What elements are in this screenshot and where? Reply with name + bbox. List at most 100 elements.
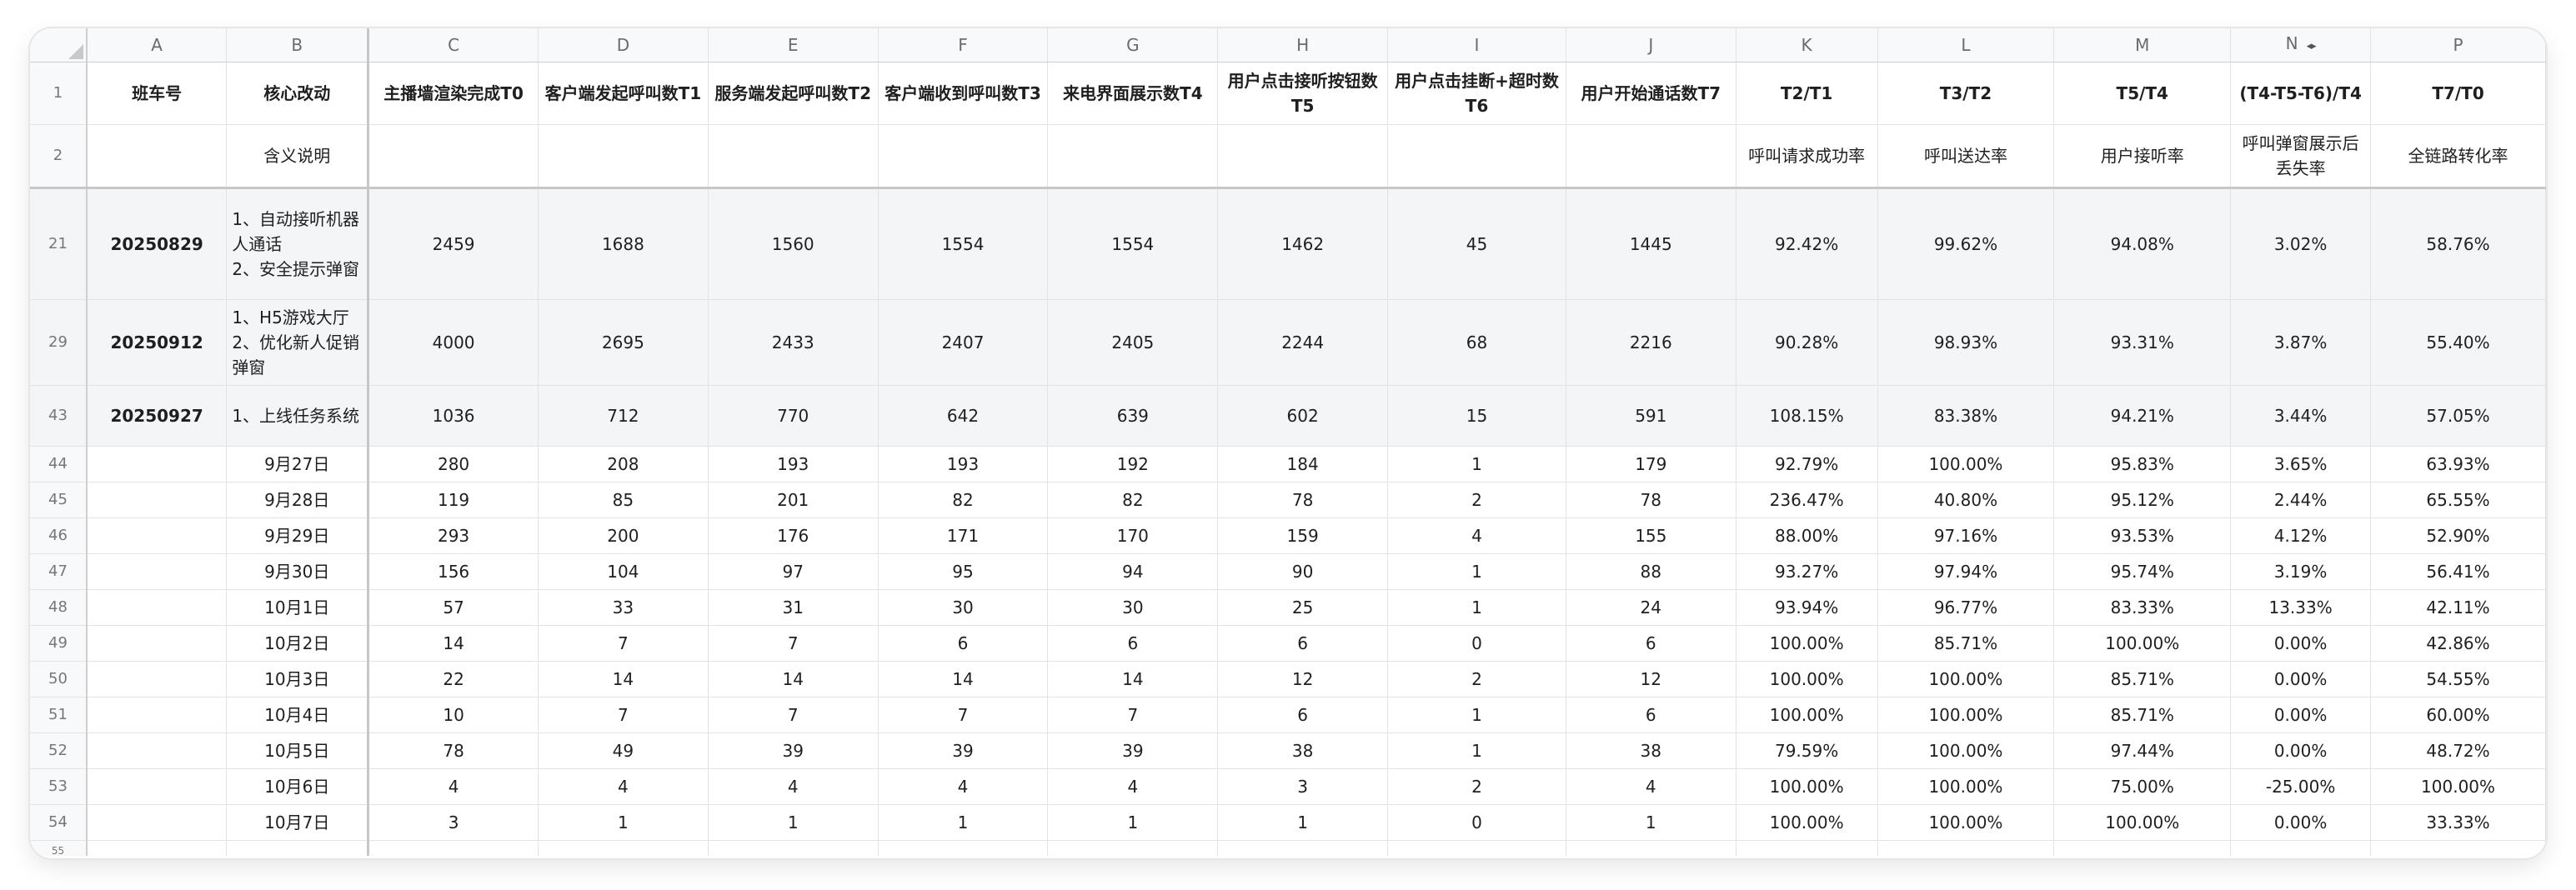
row-cell-p[interactable]: 42.86% bbox=[2370, 625, 2546, 662]
row-cell-p[interactable]: 54.55% bbox=[2370, 661, 2546, 698]
row-cell-p[interactable]: 52.90% bbox=[2370, 518, 2546, 554]
row-cell-f[interactable]: 7 bbox=[878, 697, 1049, 733]
row-cell-f[interactable]: 30 bbox=[878, 589, 1049, 626]
row-cell-l[interactable]: 100.00% bbox=[1877, 661, 2055, 698]
row-cell-a[interactable] bbox=[86, 768, 228, 805]
row-number[interactable]: 51 bbox=[30, 697, 88, 733]
row-cell-c[interactable]: 78 bbox=[368, 732, 539, 769]
row-cell-g[interactable]: 39 bbox=[1047, 732, 1219, 769]
description-cell-g[interactable] bbox=[1047, 124, 1219, 189]
row-cell-p[interactable]: 63.93% bbox=[2370, 446, 2546, 482]
row-cell-g[interactable]: 94 bbox=[1047, 553, 1219, 590]
row-cell-n[interactable]: 3.02% bbox=[2230, 188, 2372, 300]
row-cell-i[interactable]: 1 bbox=[1387, 732, 1566, 769]
row-cell-f[interactable]: 82 bbox=[878, 482, 1049, 518]
header-cell-c[interactable]: 主播墙渲染完成T0 bbox=[368, 62, 539, 125]
empty-cell[interactable] bbox=[1736, 840, 1878, 856]
row-cell-d[interactable]: 7 bbox=[538, 625, 709, 662]
row-cell-d[interactable]: 712 bbox=[538, 385, 709, 447]
row-cell-b[interactable]: 1、上线任务系统 bbox=[226, 385, 370, 447]
row-cell-i[interactable]: 0 bbox=[1387, 804, 1566, 841]
row-cell-k[interactable]: 108.15% bbox=[1736, 385, 1878, 447]
row-number[interactable]: 48 bbox=[30, 589, 88, 626]
row-cell-a[interactable] bbox=[86, 589, 228, 626]
row-cell-b[interactable]: 9月27日 bbox=[226, 446, 370, 482]
header-cell-h[interactable]: 用户点击接听按钮数T5 bbox=[1217, 62, 1389, 125]
row-cell-a[interactable] bbox=[86, 482, 228, 518]
header-cell-m[interactable]: T5/T4 bbox=[2053, 62, 2232, 125]
row-cell-g[interactable]: 14 bbox=[1047, 661, 1219, 698]
row-cell-j[interactable]: 1 bbox=[1566, 804, 1737, 841]
row-cell-g[interactable]: 82 bbox=[1047, 482, 1219, 518]
row-cell-b[interactable]: 10月3日 bbox=[226, 661, 370, 698]
row-cell-g[interactable]: 192 bbox=[1047, 446, 1219, 482]
row-cell-g[interactable]: 2405 bbox=[1047, 299, 1219, 386]
empty-cell[interactable] bbox=[708, 840, 879, 856]
column-header-d[interactable]: D bbox=[538, 28, 709, 62]
row-cell-n[interactable]: 3.65% bbox=[2230, 446, 2372, 482]
row-cell-a[interactable] bbox=[86, 697, 228, 733]
row-cell-b[interactable]: 10月5日 bbox=[226, 732, 370, 769]
row-cell-c[interactable]: 1036 bbox=[368, 385, 539, 447]
row-cell-a[interactable]: 20250912 bbox=[86, 299, 228, 386]
row-cell-h[interactable]: 1462 bbox=[1217, 188, 1389, 300]
row-cell-n[interactable]: 0.00% bbox=[2230, 804, 2372, 841]
row-cell-n[interactable]: 2.44% bbox=[2230, 482, 2372, 518]
row-cell-e[interactable]: 2433 bbox=[708, 299, 879, 386]
row-cell-f[interactable]: 95 bbox=[878, 553, 1049, 590]
row-cell-i[interactable]: 1 bbox=[1387, 697, 1566, 733]
row-cell-a[interactable] bbox=[86, 446, 228, 482]
row-cell-f[interactable]: 642 bbox=[878, 385, 1049, 447]
description-cell-p[interactable]: 全链路转化率 bbox=[2370, 124, 2546, 189]
row-cell-h[interactable]: 184 bbox=[1217, 446, 1389, 482]
row-cell-k[interactable]: 100.00% bbox=[1736, 661, 1878, 698]
row-cell-b[interactable]: 9月28日 bbox=[226, 482, 370, 518]
row-number[interactable]: 53 bbox=[30, 768, 88, 805]
row-cell-e[interactable]: 193 bbox=[708, 446, 879, 482]
row-cell-f[interactable]: 4 bbox=[878, 768, 1049, 805]
row-cell-c[interactable]: 280 bbox=[368, 446, 539, 482]
row-cell-n[interactable]: 4.12% bbox=[2230, 518, 2372, 554]
header-cell-i[interactable]: 用户点击挂断+超时数T6 bbox=[1387, 62, 1566, 125]
row-cell-k[interactable]: 93.27% bbox=[1736, 553, 1878, 590]
header-cell-a[interactable]: 班车号 bbox=[86, 62, 228, 125]
row-cell-l[interactable]: 97.94% bbox=[1877, 553, 2055, 590]
row-cell-i[interactable]: 2 bbox=[1387, 661, 1566, 698]
row-cell-n[interactable]: 3.19% bbox=[2230, 553, 2372, 590]
row-cell-d[interactable]: 104 bbox=[538, 553, 709, 590]
row-cell-h[interactable]: 25 bbox=[1217, 589, 1389, 626]
row-cell-h[interactable]: 159 bbox=[1217, 518, 1389, 554]
row-cell-l[interactable]: 40.80% bbox=[1877, 482, 2055, 518]
row-cell-j[interactable]: 88 bbox=[1566, 553, 1737, 590]
row-number[interactable]: 21 bbox=[30, 188, 88, 300]
row-cell-a[interactable] bbox=[86, 661, 228, 698]
header-cell-j[interactable]: 用户开始通话数T7 bbox=[1566, 62, 1737, 125]
row-cell-d[interactable]: 4 bbox=[538, 768, 709, 805]
row-cell-h[interactable]: 602 bbox=[1217, 385, 1389, 447]
row-cell-m[interactable]: 85.71% bbox=[2053, 661, 2232, 698]
row-cell-n[interactable]: -25.00% bbox=[2230, 768, 2372, 805]
empty-cell[interactable] bbox=[368, 840, 539, 856]
row-cell-d[interactable]: 33 bbox=[538, 589, 709, 626]
row-cell-d[interactable]: 2695 bbox=[538, 299, 709, 386]
row-cell-b[interactable]: 1、H5游戏大厅 2、优化新人促销弹窗 bbox=[226, 299, 370, 386]
row-cell-f[interactable]: 171 bbox=[878, 518, 1049, 554]
column-header-f[interactable]: F bbox=[878, 28, 1049, 62]
row-cell-b[interactable]: 10月2日 bbox=[226, 625, 370, 662]
header-cell-n[interactable]: (T4-T5-T6)/T4 bbox=[2230, 62, 2372, 125]
row-cell-m[interactable]: 95.83% bbox=[2053, 446, 2232, 482]
row-cell-h[interactable]: 6 bbox=[1217, 625, 1389, 662]
row-cell-b[interactable]: 1、自动接听机器人通话 2、安全提示弹窗 bbox=[226, 188, 370, 300]
header-cell-b[interactable]: 核心改动 bbox=[226, 62, 370, 125]
row-cell-m[interactable]: 94.08% bbox=[2053, 188, 2232, 300]
row-cell-c[interactable]: 3 bbox=[368, 804, 539, 841]
row-cell-p[interactable]: 48.72% bbox=[2370, 732, 2546, 769]
row-cell-a[interactable] bbox=[86, 804, 228, 841]
column-header-n[interactable]: N ◂▸ bbox=[2230, 28, 2372, 62]
row-cell-b[interactable]: 10月6日 bbox=[226, 768, 370, 805]
row-cell-g[interactable]: 639 bbox=[1047, 385, 1219, 447]
row-cell-k[interactable]: 100.00% bbox=[1736, 768, 1878, 805]
row-cell-i[interactable]: 0 bbox=[1387, 625, 1566, 662]
row-cell-l[interactable]: 100.00% bbox=[1877, 446, 2055, 482]
empty-cell[interactable] bbox=[1047, 840, 1219, 856]
